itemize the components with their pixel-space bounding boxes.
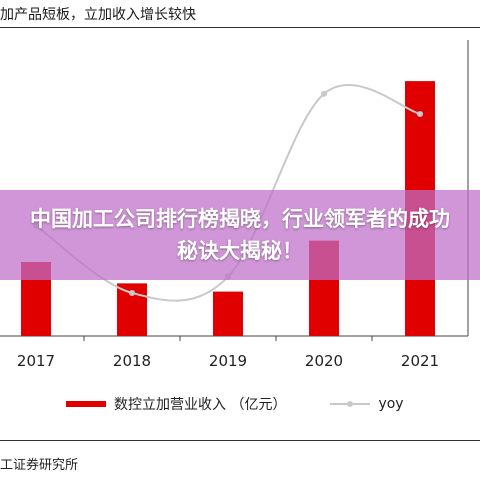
legend-bar-swatch xyxy=(66,401,106,407)
x-tick-label-2017: 2017 xyxy=(17,352,55,370)
x-tick-labels: 2017 2018 2019 2020 2021 xyxy=(17,352,439,370)
yoy-point-2021 xyxy=(417,111,423,117)
legend-line-label: yoy xyxy=(378,396,404,412)
source-note: 工证券研究所 xyxy=(0,458,79,473)
footer-divider xyxy=(0,440,480,441)
chart-legend: 数控立加营业收入 （亿元） yoy xyxy=(66,394,404,414)
bar-2019 xyxy=(213,291,243,336)
chart-title: 加产品短板，立加收入增长较快 xyxy=(0,7,196,23)
legend-bar-label: 数控立加营业收入 （亿元） xyxy=(114,397,287,413)
yoy-point-2020 xyxy=(321,90,327,97)
yoy-point-2018 xyxy=(129,289,135,296)
headline-banner: 中国加工公司排行榜揭晓，行业领军者的成功秘诀大揭秘！ xyxy=(0,190,480,280)
headline-text: 中国加工公司排行榜揭晓，行业领军者的成功秘诀大揭秘！ xyxy=(30,207,450,263)
x-tick-label-2020: 2020 xyxy=(305,352,343,370)
x-tick-label-2018: 2018 xyxy=(113,352,151,370)
x-tick-label-2019: 2019 xyxy=(209,352,247,370)
title-divider xyxy=(0,27,480,28)
legend-line-swatch xyxy=(330,401,371,407)
x-tick-label-2021: 2021 xyxy=(401,352,439,370)
